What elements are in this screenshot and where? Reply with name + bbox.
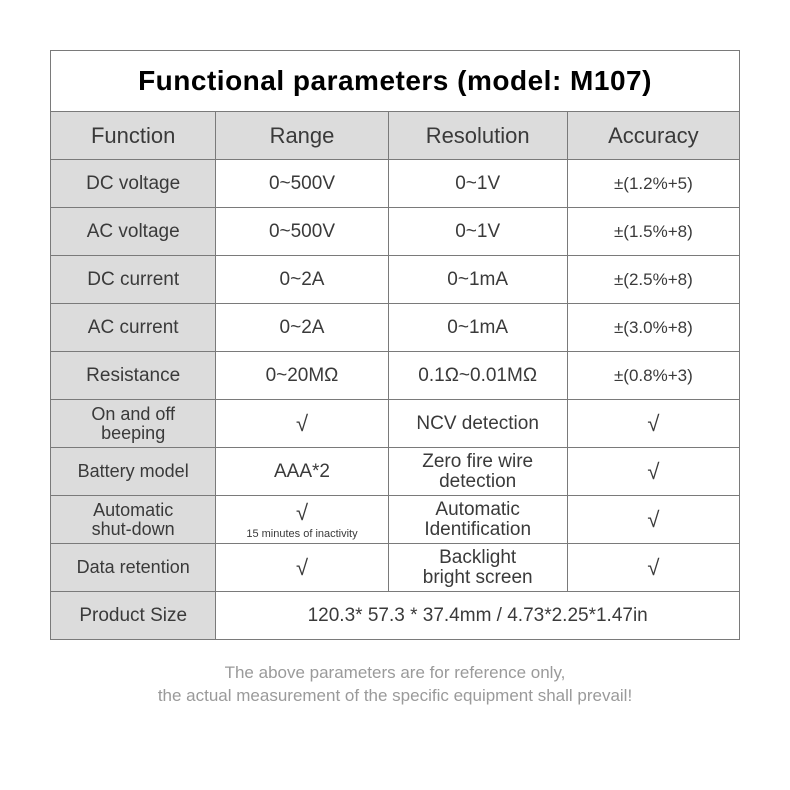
table-row: AC current 0~2A 0~1mA ±(3.0%+8)	[51, 304, 740, 352]
range-cell: AAA*2	[216, 448, 388, 496]
table-row: Resistance 0~20MΩ 0.1Ω~0.01MΩ ±(0.8%+3)	[51, 352, 740, 400]
resolution-cell: NCV detection	[388, 400, 567, 448]
footer-note: The above parameters are for reference o…	[158, 662, 632, 708]
accuracy-cell: √	[567, 496, 739, 544]
text-line: Backlight	[439, 547, 516, 568]
accuracy-cell: ±(1.2%+5)	[567, 160, 739, 208]
header-row: Function Range Resolution Accuracy	[51, 112, 740, 160]
resolution-cell: Zero fire wire detection	[388, 448, 567, 496]
func-label: AC voltage	[51, 208, 216, 256]
col-range: Range	[216, 112, 388, 160]
func-label: On and off beeping	[51, 400, 216, 448]
func-label: Resistance	[51, 352, 216, 400]
range-cell: 0~2A	[216, 256, 388, 304]
text-line: beeping	[101, 423, 165, 443]
accuracy-cell: ±(2.5%+8)	[567, 256, 739, 304]
func-label: Product Size	[51, 592, 216, 640]
func-label: Battery model	[51, 448, 216, 496]
accuracy-cell: √	[567, 448, 739, 496]
size-row: Product Size 120.3* 57.3 * 37.4mm / 4.73…	[51, 592, 740, 640]
range-cell: 0~20MΩ	[216, 352, 388, 400]
text-line: shut-down	[92, 519, 175, 539]
size-value: 120.3* 57.3 * 37.4mm / 4.73*2.25*1.47in	[216, 592, 740, 640]
col-accuracy: Accuracy	[567, 112, 739, 160]
table-row: AC voltage 0~500V 0~1V ±(1.5%+8)	[51, 208, 740, 256]
table-row: DC voltage 0~500V 0~1V ±(1.2%+5)	[51, 160, 740, 208]
resolution-cell: 0~1mA	[388, 304, 567, 352]
text-line: On and off	[91, 404, 175, 424]
accuracy-cell: ±(3.0%+8)	[567, 304, 739, 352]
func-label: AC current	[51, 304, 216, 352]
range-cell: 0~500V	[216, 208, 388, 256]
text-line: detection	[439, 471, 516, 492]
text-line: Automatic	[93, 500, 173, 520]
resolution-cell: Backlight bright screen	[388, 544, 567, 592]
text-line: Automatic	[435, 499, 519, 520]
table-row: Automatic shut-down √ 15 minutes of inac…	[51, 496, 740, 544]
accuracy-cell: ±(0.8%+3)	[567, 352, 739, 400]
check-icon: √	[296, 500, 308, 525]
accuracy-cell: ±(1.5%+8)	[567, 208, 739, 256]
range-cell: 0~500V	[216, 160, 388, 208]
table-row: On and off beeping √ NCV detection √	[51, 400, 740, 448]
func-label: DC voltage	[51, 160, 216, 208]
accuracy-cell: √	[567, 544, 739, 592]
spec-table: Functional parameters (model: M107) Func…	[50, 50, 740, 640]
func-label: Data retention	[51, 544, 216, 592]
resolution-cell: Automatic Identification	[388, 496, 567, 544]
range-cell: √ 15 minutes of inactivity	[216, 496, 388, 544]
footer-line: The above parameters are for reference o…	[225, 663, 566, 682]
text-line: Identification	[424, 519, 531, 540]
col-function: Function	[51, 112, 216, 160]
resolution-cell: 0~1V	[388, 160, 567, 208]
table-row: Battery model AAA*2 Zero fire wire detec…	[51, 448, 740, 496]
func-label: DC current	[51, 256, 216, 304]
resolution-cell: 0.1Ω~0.01MΩ	[388, 352, 567, 400]
text-line: Zero fire wire	[422, 451, 533, 472]
table-row: Data retention √ Backlight bright screen…	[51, 544, 740, 592]
footer-line: the actual measurement of the specific e…	[158, 686, 632, 705]
table-row: DC current 0~2A 0~1mA ±(2.5%+8)	[51, 256, 740, 304]
subnote: 15 minutes of inactivity	[216, 528, 387, 540]
title-row: Functional parameters (model: M107)	[51, 51, 740, 112]
range-cell: √	[216, 544, 388, 592]
resolution-cell: 0~1mA	[388, 256, 567, 304]
resolution-cell: 0~1V	[388, 208, 567, 256]
range-cell: 0~2A	[216, 304, 388, 352]
col-resolution: Resolution	[388, 112, 567, 160]
func-label: Automatic shut-down	[51, 496, 216, 544]
text-line: bright screen	[423, 567, 533, 588]
accuracy-cell: √	[567, 400, 739, 448]
range-cell: √	[216, 400, 388, 448]
table-title: Functional parameters (model: M107)	[51, 51, 740, 112]
